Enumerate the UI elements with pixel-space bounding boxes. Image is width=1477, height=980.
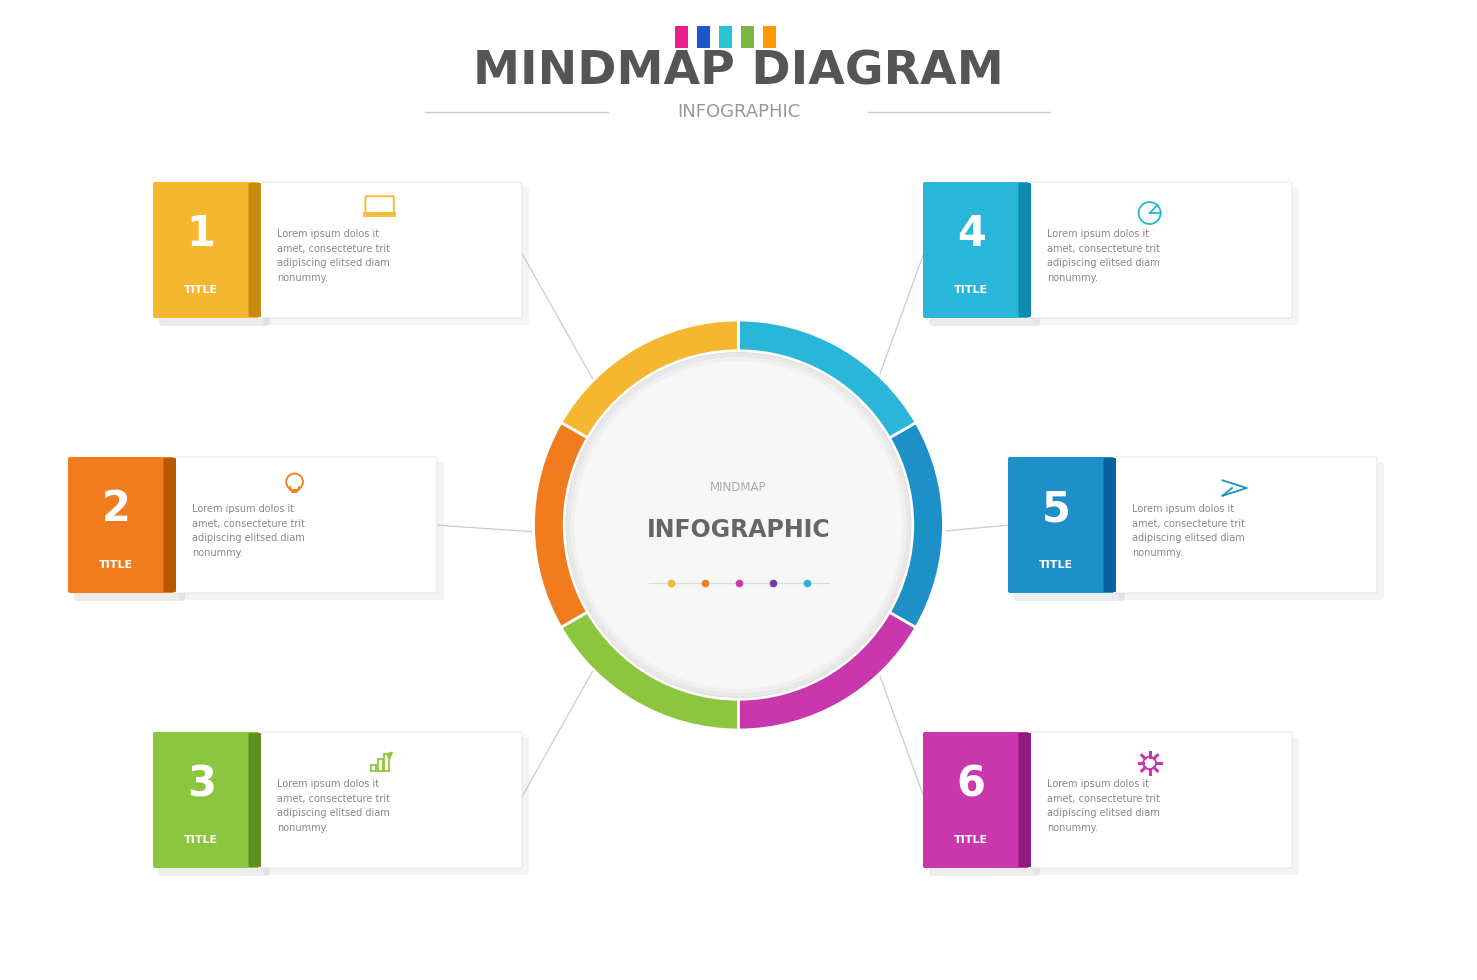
Text: TITLE: TITLE	[185, 835, 219, 845]
FancyBboxPatch shape	[258, 732, 521, 868]
Text: INFOGRAPHIC: INFOGRAPHIC	[647, 518, 830, 542]
Text: Lorem ipsum dolos it
amet, consecteture trit
adipiscing elitsed diam
nonummy.: Lorem ipsum dolos it amet, consecteture …	[192, 505, 304, 558]
FancyBboxPatch shape	[1015, 463, 1125, 601]
Text: 6: 6	[957, 763, 985, 806]
FancyBboxPatch shape	[179, 462, 445, 600]
Wedge shape	[561, 612, 738, 730]
FancyBboxPatch shape	[154, 182, 261, 318]
FancyBboxPatch shape	[248, 733, 261, 867]
Text: Lorem ipsum dolos it
amet, consecteture trit
adipiscing elitsed diam
nonummy.: Lorem ipsum dolos it amet, consecteture …	[278, 229, 390, 282]
Text: 3: 3	[186, 763, 216, 806]
Wedge shape	[738, 320, 916, 438]
Bar	[363, 213, 396, 216]
Bar	[740, 26, 753, 48]
Text: 4: 4	[957, 214, 985, 255]
FancyBboxPatch shape	[173, 457, 437, 593]
Text: MINDMAP: MINDMAP	[710, 480, 767, 494]
Bar	[762, 26, 775, 48]
FancyBboxPatch shape	[1007, 457, 1117, 593]
FancyBboxPatch shape	[1019, 183, 1031, 317]
Text: TITLE: TITLE	[954, 835, 988, 845]
Text: TITLE: TITLE	[954, 284, 988, 295]
Text: 1: 1	[186, 214, 216, 255]
Text: 2: 2	[102, 488, 130, 530]
Bar	[378, 760, 383, 770]
Bar	[384, 755, 390, 770]
FancyBboxPatch shape	[923, 182, 1032, 318]
Circle shape	[575, 361, 902, 689]
Bar	[675, 26, 687, 48]
Text: MINDMAP DIAGRAM: MINDMAP DIAGRAM	[473, 50, 1004, 94]
Text: TITLE: TITLE	[99, 560, 133, 569]
Bar	[718, 26, 731, 48]
FancyBboxPatch shape	[160, 738, 270, 876]
FancyBboxPatch shape	[1032, 737, 1298, 875]
FancyBboxPatch shape	[1019, 733, 1031, 867]
Text: TITLE: TITLE	[1040, 560, 1074, 569]
FancyBboxPatch shape	[258, 182, 521, 318]
Bar	[371, 764, 377, 770]
Text: Lorem ipsum dolos it
amet, consecteture trit
adipiscing elitsed diam
nonummy.: Lorem ipsum dolos it amet, consecteture …	[1047, 779, 1159, 833]
FancyBboxPatch shape	[923, 732, 1032, 868]
FancyBboxPatch shape	[1114, 457, 1377, 593]
Wedge shape	[561, 320, 738, 438]
Text: 5: 5	[1041, 488, 1071, 530]
Text: Lorem ipsum dolos it
amet, consecteture trit
adipiscing elitsed diam
nonummy.: Lorem ipsum dolos it amet, consecteture …	[278, 779, 390, 833]
FancyBboxPatch shape	[1118, 462, 1384, 600]
FancyBboxPatch shape	[1028, 182, 1292, 318]
Wedge shape	[533, 422, 588, 627]
Text: TITLE: TITLE	[185, 284, 219, 295]
Circle shape	[570, 357, 907, 693]
FancyBboxPatch shape	[263, 187, 529, 325]
Text: Lorem ipsum dolos it
amet, consecteture trit
adipiscing elitsed diam
nonummy.: Lorem ipsum dolos it amet, consecteture …	[1131, 505, 1245, 558]
FancyBboxPatch shape	[263, 737, 529, 875]
Wedge shape	[738, 612, 916, 730]
FancyBboxPatch shape	[1032, 187, 1298, 325]
FancyBboxPatch shape	[74, 463, 185, 601]
FancyBboxPatch shape	[248, 183, 261, 317]
FancyBboxPatch shape	[929, 188, 1040, 326]
FancyBboxPatch shape	[164, 458, 176, 592]
Circle shape	[566, 352, 911, 698]
FancyBboxPatch shape	[154, 732, 261, 868]
FancyBboxPatch shape	[160, 188, 270, 326]
Bar	[697, 26, 709, 48]
FancyBboxPatch shape	[68, 457, 177, 593]
Text: Lorem ipsum dolos it
amet, consecteture trit
adipiscing elitsed diam
nonummy.: Lorem ipsum dolos it amet, consecteture …	[1047, 229, 1159, 282]
FancyBboxPatch shape	[1028, 732, 1292, 868]
Text: INFOGRAPHIC: INFOGRAPHIC	[676, 103, 801, 121]
Wedge shape	[889, 422, 944, 627]
FancyBboxPatch shape	[1103, 458, 1117, 592]
FancyBboxPatch shape	[929, 738, 1040, 876]
